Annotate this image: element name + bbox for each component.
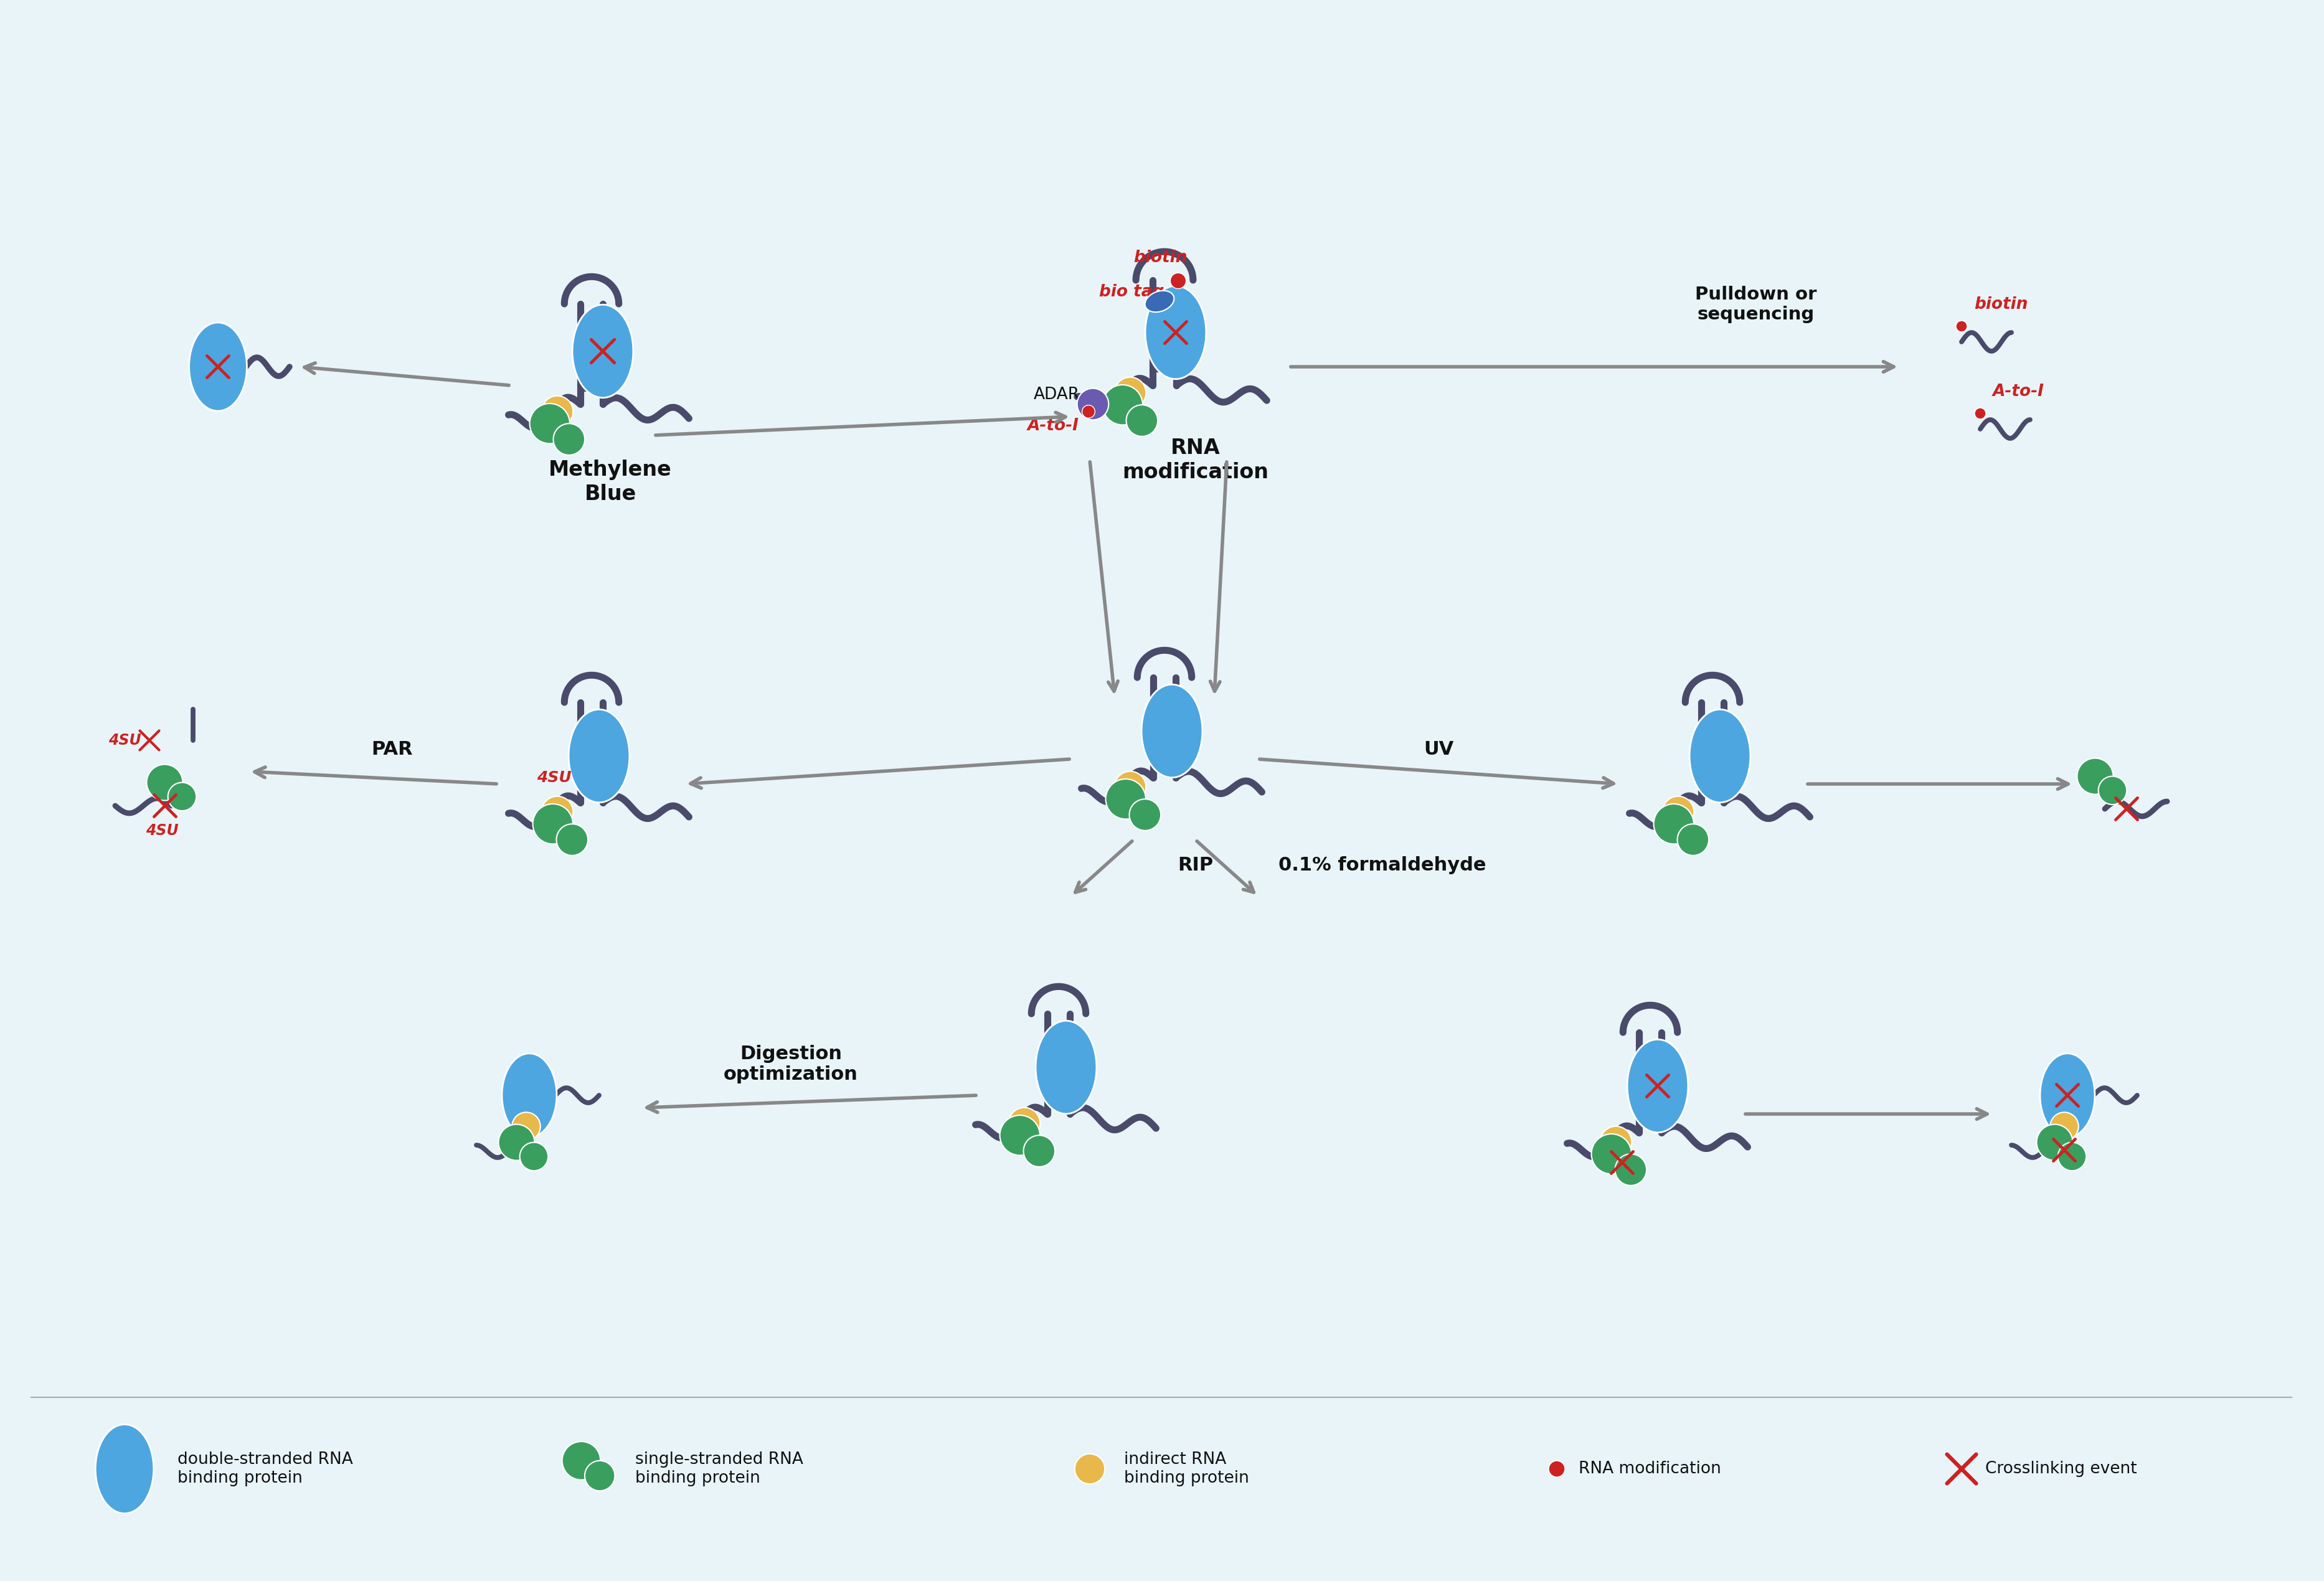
Ellipse shape — [1627, 1039, 1687, 1132]
Circle shape — [999, 1115, 1039, 1156]
Circle shape — [586, 1461, 616, 1491]
Circle shape — [532, 803, 574, 844]
Text: indirect RNA
binding protein: indirect RNA binding protein — [1125, 1451, 1248, 1486]
Circle shape — [1592, 1134, 1631, 1175]
Ellipse shape — [188, 323, 246, 411]
Text: UV: UV — [1425, 740, 1452, 759]
Ellipse shape — [1141, 685, 1202, 778]
Circle shape — [2050, 1113, 2078, 1140]
Text: biotin: biotin — [1973, 296, 2029, 313]
Text: RNA modification: RNA modification — [1578, 1461, 1722, 1477]
Circle shape — [1171, 274, 1185, 289]
Circle shape — [1116, 378, 1146, 408]
Circle shape — [562, 1442, 600, 1480]
Circle shape — [1615, 1154, 1645, 1186]
Text: single-stranded RNA
binding protein: single-stranded RNA binding protein — [634, 1451, 804, 1486]
Ellipse shape — [569, 710, 630, 803]
Text: bio tag: bio tag — [1099, 285, 1164, 300]
Circle shape — [1106, 779, 1146, 819]
Ellipse shape — [2040, 1053, 2094, 1137]
Circle shape — [1601, 1126, 1631, 1157]
Circle shape — [2057, 1143, 2087, 1170]
Circle shape — [1548, 1461, 1564, 1477]
Text: ADAR: ADAR — [1034, 387, 1081, 403]
Circle shape — [2099, 776, 2126, 805]
Text: A-to-I: A-to-I — [1027, 417, 1078, 435]
Text: PAR: PAR — [372, 740, 414, 759]
Circle shape — [1116, 772, 1146, 803]
Circle shape — [555, 824, 588, 855]
Circle shape — [1127, 405, 1157, 436]
Ellipse shape — [1037, 1021, 1097, 1115]
Ellipse shape — [1146, 291, 1174, 311]
Circle shape — [1975, 408, 1987, 419]
Ellipse shape — [572, 305, 632, 398]
Text: Digestion
optimization: Digestion optimization — [723, 1045, 858, 1083]
Circle shape — [1662, 797, 1694, 828]
Circle shape — [1023, 1135, 1055, 1167]
Text: Methylene
Blue: Methylene Blue — [548, 460, 672, 504]
Text: 4SU: 4SU — [109, 734, 142, 748]
Circle shape — [1678, 824, 1708, 855]
Ellipse shape — [502, 1053, 558, 1137]
Text: Crosslinking event: Crosslinking event — [1985, 1461, 2138, 1477]
Circle shape — [497, 1124, 535, 1160]
Text: 4SU: 4SU — [537, 770, 572, 786]
Circle shape — [1076, 389, 1109, 421]
Circle shape — [1009, 1108, 1041, 1138]
Circle shape — [1655, 803, 1694, 844]
Text: Pulldown or
sequencing: Pulldown or sequencing — [1694, 286, 1817, 323]
Text: double-stranded RNA
binding protein: double-stranded RNA binding protein — [177, 1451, 353, 1486]
Circle shape — [1957, 321, 1966, 332]
Ellipse shape — [95, 1424, 153, 1513]
Text: A-to-I: A-to-I — [1992, 384, 2045, 400]
Circle shape — [2036, 1124, 2073, 1160]
Circle shape — [553, 424, 586, 455]
Circle shape — [1074, 1455, 1104, 1485]
Text: RIP: RIP — [1178, 855, 1213, 874]
Text: 0.1% formaldehyde: 0.1% formaldehyde — [1278, 855, 1487, 874]
Text: 4SU: 4SU — [146, 824, 179, 838]
Circle shape — [146, 764, 184, 800]
Circle shape — [167, 783, 195, 811]
Text: biotin: biotin — [1134, 250, 1188, 266]
Ellipse shape — [1146, 286, 1206, 379]
Circle shape — [1083, 405, 1095, 417]
Circle shape — [2078, 759, 2113, 794]
Text: RNA
modification: RNA modification — [1122, 438, 1269, 482]
Circle shape — [541, 395, 574, 427]
Circle shape — [1129, 798, 1160, 830]
Ellipse shape — [1690, 710, 1750, 803]
Circle shape — [511, 1113, 541, 1140]
Circle shape — [541, 797, 574, 828]
Circle shape — [521, 1143, 548, 1170]
Circle shape — [530, 403, 569, 444]
Circle shape — [1102, 384, 1143, 425]
